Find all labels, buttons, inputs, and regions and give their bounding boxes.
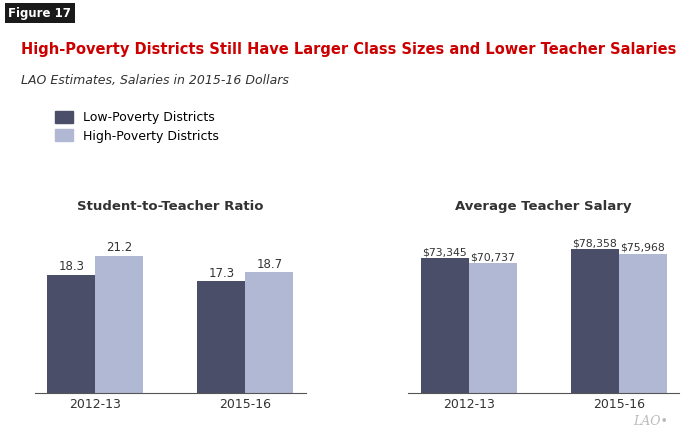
Title: Average Teacher Salary: Average Teacher Salary: [456, 200, 632, 213]
Bar: [245, 272, 293, 393]
Bar: [421, 258, 469, 393]
Text: LAO•: LAO•: [634, 415, 668, 428]
Bar: [619, 253, 666, 393]
Text: 18.7: 18.7: [256, 258, 282, 271]
Text: $78,358: $78,358: [573, 238, 617, 248]
Title: Student-to-Teacher Ratio: Student-to-Teacher Ratio: [77, 200, 263, 213]
Text: LAO Estimates, Salaries in 2015-16 Dollars: LAO Estimates, Salaries in 2015-16 Dolla…: [21, 74, 289, 87]
Text: $73,345: $73,345: [422, 247, 467, 257]
Bar: [570, 249, 619, 393]
Text: $70,737: $70,737: [470, 252, 515, 262]
Text: 21.2: 21.2: [106, 241, 132, 254]
Text: 17.3: 17.3: [208, 267, 234, 280]
Text: Figure 17: Figure 17: [8, 7, 71, 20]
Bar: [48, 275, 95, 393]
Bar: [95, 256, 144, 393]
Text: $75,968: $75,968: [620, 243, 665, 253]
Text: 18.3: 18.3: [58, 260, 84, 273]
Bar: [469, 263, 517, 393]
Legend: Low-Poverty Districts, High-Poverty Districts: Low-Poverty Districts, High-Poverty Dist…: [55, 111, 218, 142]
Bar: [197, 281, 245, 393]
Text: High-Poverty Districts Still Have Larger Class Sizes and Lower Teacher Salaries: High-Poverty Districts Still Have Larger…: [21, 42, 676, 56]
